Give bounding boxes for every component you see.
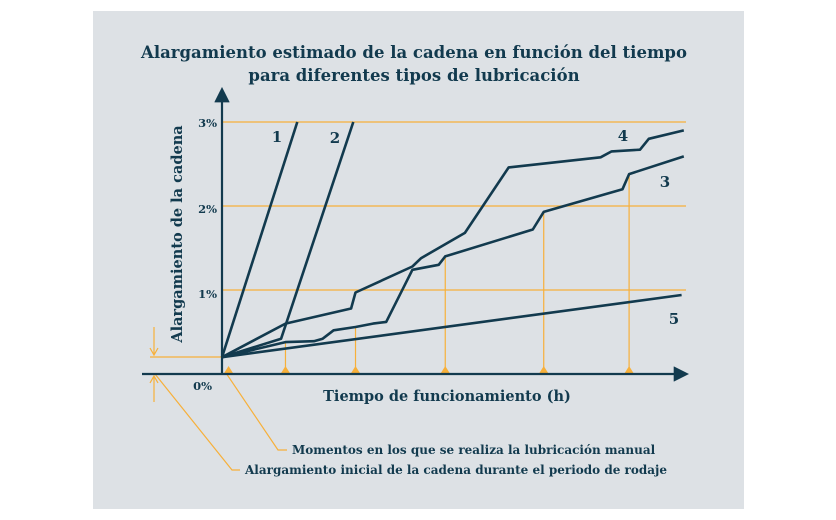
lubrication-marker-1	[223, 366, 234, 374]
chart-title-line-1: Alargamiento estimado de la cadena en fu…	[140, 43, 687, 62]
grid-lines	[222, 121, 686, 291]
lubrication-marker-5	[538, 366, 549, 374]
x-axis-label: Tiempo de funcionamiento (h)	[323, 388, 571, 405]
lubrication-note: Momentos en los que se realiza la lubric…	[292, 443, 656, 457]
series-label-5: 5	[669, 310, 679, 328]
lubrication-marker-3	[350, 366, 361, 374]
initial-elongation-arrow-up	[149, 374, 159, 402]
annotation-leaders	[149, 327, 287, 471]
y-tick-label-0: 0%	[193, 379, 212, 393]
lubrication-marker-6	[624, 366, 635, 374]
series-line-5	[221, 293, 682, 359]
initial-elongation-leader-line	[154, 373, 240, 471]
series-label-2: 2	[330, 129, 340, 147]
y-tick-label-3: 3%	[198, 116, 217, 130]
series-line-4	[221, 129, 685, 359]
y-axis-label: Alargamiento de la cadena	[169, 125, 186, 344]
lubrication-marker-4	[440, 366, 451, 374]
y-tick-label-1: 1%	[198, 287, 217, 301]
lubrication-markers	[223, 174, 635, 374]
series-line-3	[221, 155, 685, 359]
series-group	[220, 121, 685, 359]
lubrication-leader-line	[225, 372, 287, 451]
initial-elongation-note: Alargamiento inicial de la cadena durant…	[244, 463, 667, 477]
chart-title-line-2: para diferentes tipos de lubricación	[248, 66, 579, 85]
series-line-2	[221, 121, 355, 359]
y-tick-label-2: 2%	[198, 202, 217, 216]
initial-elongation-arrow-down	[149, 327, 159, 357]
series-label-3: 3	[660, 173, 670, 191]
series-label-1: 1	[272, 128, 282, 146]
series-line-1	[220, 121, 299, 358]
series-label-4: 4	[618, 127, 628, 145]
lubrication-marker-2	[280, 366, 291, 374]
